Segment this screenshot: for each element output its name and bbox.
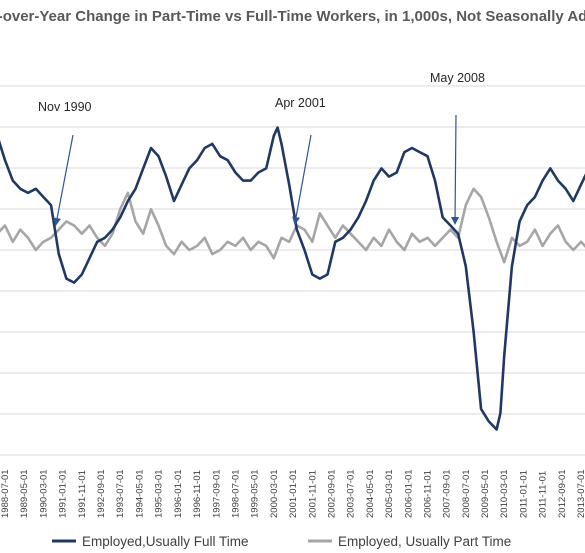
x-tick-label: 2013-07-01 <box>576 469 585 518</box>
x-tick-label: 1993-07-01 <box>115 469 126 518</box>
annotation-arrow <box>292 134 312 225</box>
x-tick-label: 2001-11-01 <box>307 470 318 518</box>
x-tick-label: 1996-01-01 <box>173 469 184 518</box>
x-tick-label: 1989-05-01 <box>19 469 30 518</box>
x-tick-label: 2003-07-01 <box>346 469 357 518</box>
annotation-label: Nov 1990 <box>38 100 92 114</box>
x-tick-label: 1992-09-01 <box>96 469 107 518</box>
series-layer <box>0 126 585 431</box>
x-tick-label: 1991-11-01 <box>77 470 88 518</box>
x-tick-label: 2012-09-01 <box>557 469 568 518</box>
x-tick-label: 1988-07-01 <box>0 469 11 518</box>
annotation-arrow <box>53 134 74 226</box>
annotation-label: Apr 2001 <box>275 96 326 110</box>
x-tick-label: 2001-01-01 <box>288 469 299 518</box>
x-tick-label: 1996-11-01 <box>192 470 203 518</box>
series-line-part-time <box>0 187 585 264</box>
x-tick-label: 2010-03-01 <box>499 469 510 518</box>
x-tick-label: 2006-01-01 <box>403 469 414 518</box>
annotation-layer: Nov 1990 Apr 2001 May 2008 <box>38 71 485 226</box>
x-tick-label: 2011-11-01 <box>538 471 549 518</box>
x-tick-label: 2006-11-01 <box>423 470 434 518</box>
x-axis: 1988-07-01 1989-05-01 1990-03-01 1991-01-01… <box>0 469 585 518</box>
x-tick-label: 1994-05-01 <box>134 469 145 518</box>
x-tick-label: 2009-05-01 <box>480 469 491 518</box>
x-tick-label: 2005-03-01 <box>384 469 395 518</box>
legend: Employed,Usually Full Time Employed, Usu… <box>52 534 511 549</box>
x-tick-label: 1999-05-01 <box>250 469 261 518</box>
x-tick-label: 1998-07-01 <box>230 469 241 518</box>
x-tick-label: 2007-09-01 <box>442 469 453 518</box>
x-tick-label: 1990-03-01 <box>38 469 49 518</box>
x-tick-label: 1995-03-01 <box>154 469 165 518</box>
x-tick-label: 2000-03-01 <box>269 469 280 518</box>
x-tick-label: 2011-01-01 <box>519 470 530 518</box>
x-tick-label: 2002-09-01 <box>326 469 337 518</box>
chart-title: Year-over-Year Change in Part-Time vs Fu… <box>0 8 585 25</box>
x-tick-label: 2008-07-01 <box>461 469 472 518</box>
x-tick-label: 2004-05-01 <box>365 469 376 518</box>
x-tick-label: 1991-01-01 <box>58 469 69 518</box>
legend-label-full-time: Employed,Usually Full Time <box>82 534 249 549</box>
annotation-arrow <box>451 114 460 225</box>
series-line-full-time <box>0 126 585 431</box>
legend-label-part-time: Employed, Usually Part Time <box>338 534 511 549</box>
chart-gridlines <box>0 85 585 456</box>
annotation-label: May 2008 <box>430 71 485 85</box>
x-tick-label: 1997-09-01 <box>211 469 222 518</box>
